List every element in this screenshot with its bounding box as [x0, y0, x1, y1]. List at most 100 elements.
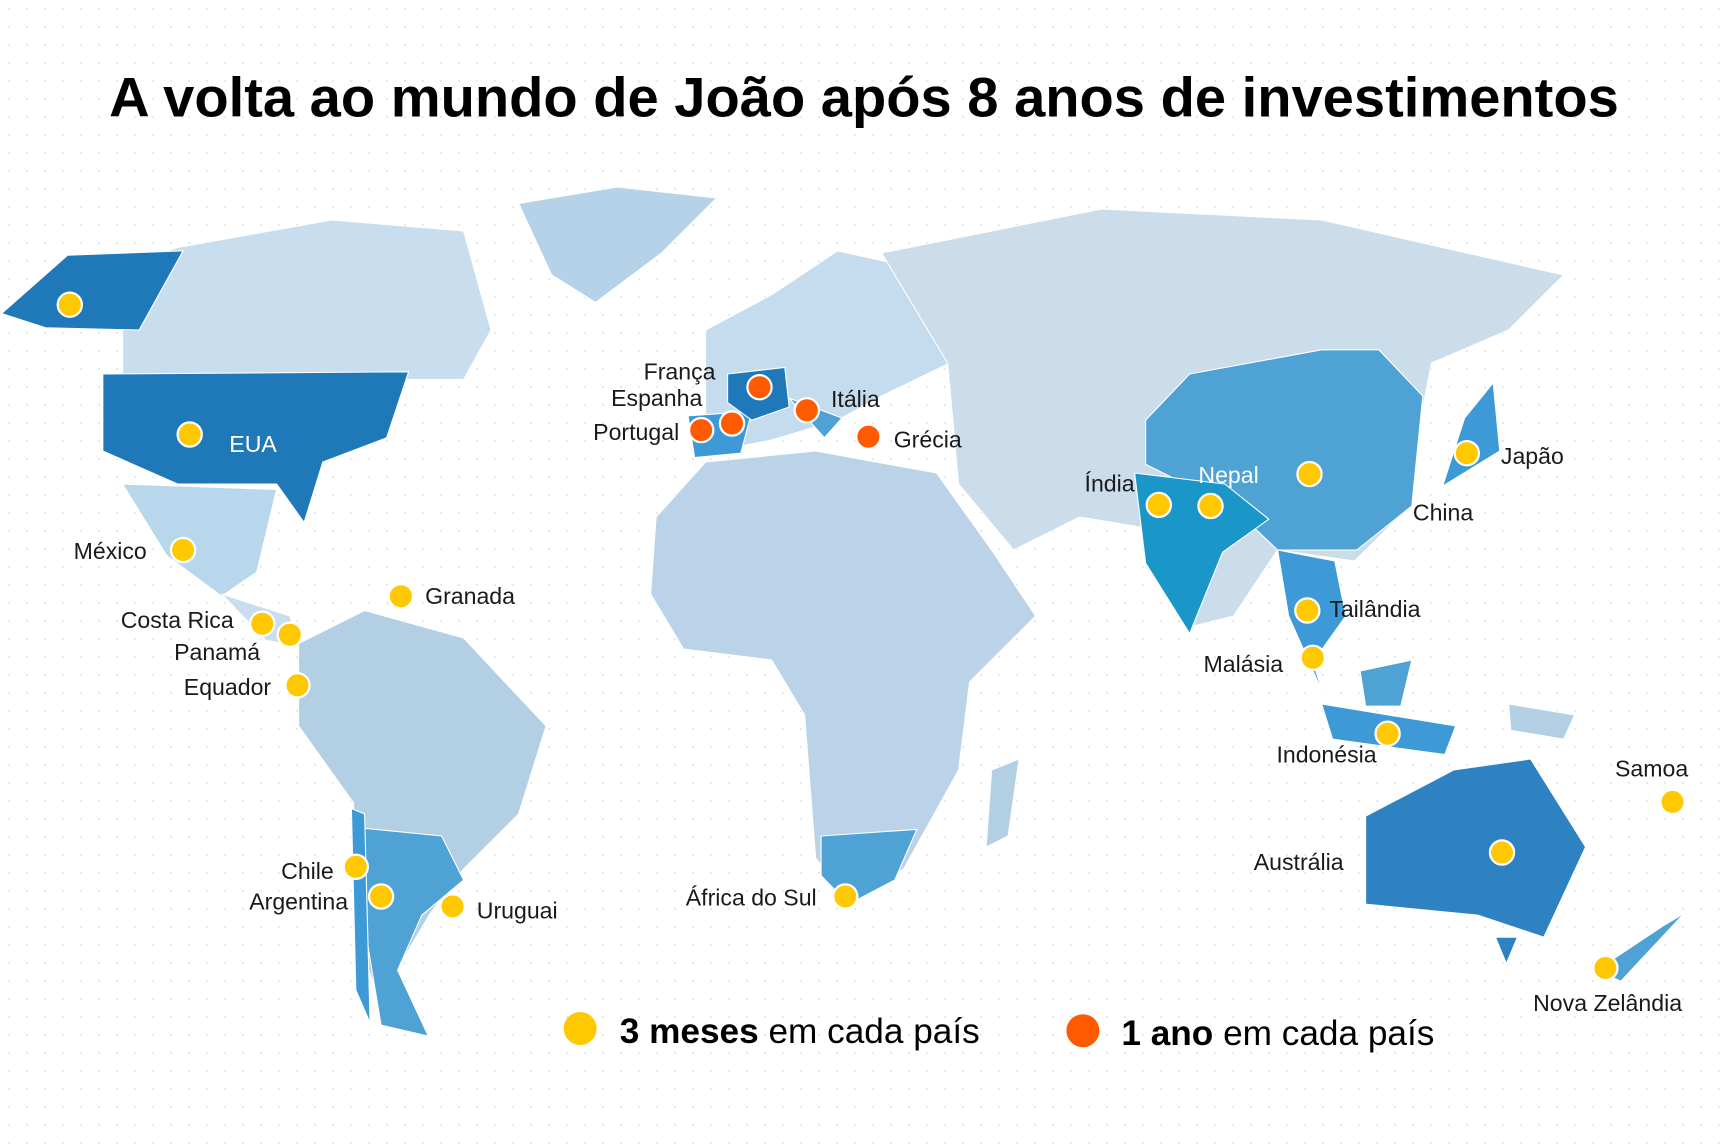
marker-grecia: Grécia: [855, 423, 962, 453]
marker-dot-three-months: [387, 583, 415, 610]
marker-dot-three-months: [1592, 954, 1619, 982]
marker-equador: Equador: [184, 672, 311, 700]
marker-mexico: México: [74, 536, 197, 564]
marker-eua: EUA: [176, 421, 277, 457]
country-label: China: [1413, 499, 1473, 525]
marker-chile: Chile: [281, 853, 370, 884]
country-label: México: [74, 538, 147, 564]
marker-dot-three-months: [169, 536, 197, 564]
marker-dot-three-months: [1374, 720, 1401, 747]
marker-alasca: [56, 291, 84, 318]
marker-dot-one-year: [793, 397, 821, 424]
marker-india: Índia: [1085, 471, 1173, 519]
marker-costa-rica: Costa Rica: [121, 607, 276, 637]
country-label: Equador: [184, 674, 272, 700]
country-canada: [122, 219, 492, 381]
marker-dot-three-months: [342, 853, 370, 881]
country-usa: [102, 371, 410, 524]
marker-dot-three-months: [1299, 644, 1327, 672]
country-label: Itália: [831, 386, 880, 412]
country-borneo: [1359, 659, 1413, 707]
country-label: Argentina: [249, 889, 348, 915]
country-label: Malásia: [1204, 651, 1284, 677]
country-alaska: [1, 250, 184, 331]
marker-dot-three-months: [276, 621, 304, 648]
marker-dot-three-months: [56, 291, 84, 318]
marker-indonesia: Indonésia: [1276, 720, 1401, 767]
marker-argentina: Argentina: [249, 883, 395, 915]
marker-japao: Japão: [1453, 440, 1564, 469]
country-label: Uruguai: [477, 897, 558, 923]
country-label: Chile: [281, 858, 334, 884]
country-label: Panamá: [174, 639, 260, 665]
marker-australia: Austrália: [1254, 839, 1516, 875]
country-madagascar: [985, 758, 1020, 848]
marker-italia: Itália: [793, 386, 880, 424]
marker-franca: França: [644, 359, 773, 401]
legend-dot-one-year: [1066, 1014, 1100, 1048]
legend-one-year-text: em cada país: [1213, 1014, 1434, 1053]
country-label: EUA: [229, 431, 277, 457]
marker-dot-one-year: [718, 410, 746, 437]
marker-panama: Panamá: [174, 621, 304, 665]
country-label: Índia: [1085, 471, 1135, 497]
marker-china: China: [1296, 460, 1473, 525]
marker-dot-three-months: [1296, 460, 1323, 488]
country-label: África do Sul: [686, 884, 817, 910]
country-label: Japão: [1501, 443, 1564, 469]
marker-samoa: Samoa: [1615, 756, 1688, 816]
marker-dot-three-months: [1294, 597, 1321, 624]
country-label: Granada: [425, 583, 515, 609]
marker-tailandia: Tailândia: [1294, 596, 1421, 624]
legend-one-year: 1 ano em cada país: [1121, 1014, 1434, 1053]
marker-espanha: Espanha: [611, 385, 746, 437]
country-label: Indonésia: [1276, 741, 1376, 767]
country-label: França: [644, 359, 716, 385]
country-label: Samoa: [1615, 756, 1688, 782]
marker-dot-three-months: [1488, 839, 1516, 866]
country-argentina: [353, 826, 465, 1037]
marker-dot-one-year: [688, 416, 715, 444]
country-australia: [1365, 758, 1587, 938]
page-title: A volta ao mundo de João após 8 anos de …: [109, 66, 1619, 129]
country-label: Nova Zelândia: [1533, 990, 1682, 1016]
marker-nepal: Nepal: [1197, 462, 1259, 520]
marker-granada: Granada: [387, 583, 515, 610]
marker-dot-three-months: [1145, 491, 1173, 519]
country-new-guinea: [1508, 703, 1576, 740]
country-south-america: [298, 609, 547, 1035]
marker-dot-three-months: [439, 893, 466, 920]
legend: 3 meses em cada país 1 ano em cada país: [563, 1012, 1434, 1053]
marker-dot-one-year: [746, 374, 773, 401]
legend-three-months-bold: 3 meses: [620, 1012, 759, 1051]
marker-dot-three-months: [832, 883, 859, 910]
legend-three-months-text: em cada país: [759, 1012, 980, 1051]
marker-portugal: Portugal: [593, 416, 715, 445]
country-tasmania: [1494, 936, 1518, 965]
marker-uruguai: Uruguai: [439, 893, 558, 923]
marker-dot-three-months: [284, 672, 311, 699]
country-label: Tailândia: [1329, 596, 1420, 622]
country-markers: EUA México Granada Costa Rica Panamá Equador C…: [56, 291, 1688, 1016]
country-label: Grécia: [894, 427, 962, 453]
marker-nova-zelandia: Nova Zelândia: [1533, 954, 1682, 1016]
country-label: Nepal: [1198, 462, 1258, 488]
marker-dot-one-year: [855, 423, 882, 450]
marker-africa-do-sul: África do Sul: [686, 883, 859, 910]
country-mexico: [122, 483, 278, 597]
marker-dot-three-months: [1453, 440, 1481, 467]
marker-malasia: Malásia: [1204, 644, 1327, 677]
country-greenland: [518, 186, 718, 304]
legend-one-year-bold: 1 ano: [1121, 1014, 1213, 1053]
country-africa: [650, 450, 1037, 903]
marker-dot-three-months: [1197, 492, 1224, 520]
country-japan: [1442, 382, 1501, 487]
legend-three-months: 3 meses em cada país: [620, 1012, 980, 1051]
country-label: Portugal: [593, 419, 679, 445]
marker-dot-three-months: [1659, 788, 1686, 816]
marker-dot-three-months: [249, 610, 276, 637]
country-label: Costa Rica: [121, 607, 234, 633]
marker-dot-three-months: [176, 421, 203, 448]
country-label: Austrália: [1254, 849, 1344, 875]
